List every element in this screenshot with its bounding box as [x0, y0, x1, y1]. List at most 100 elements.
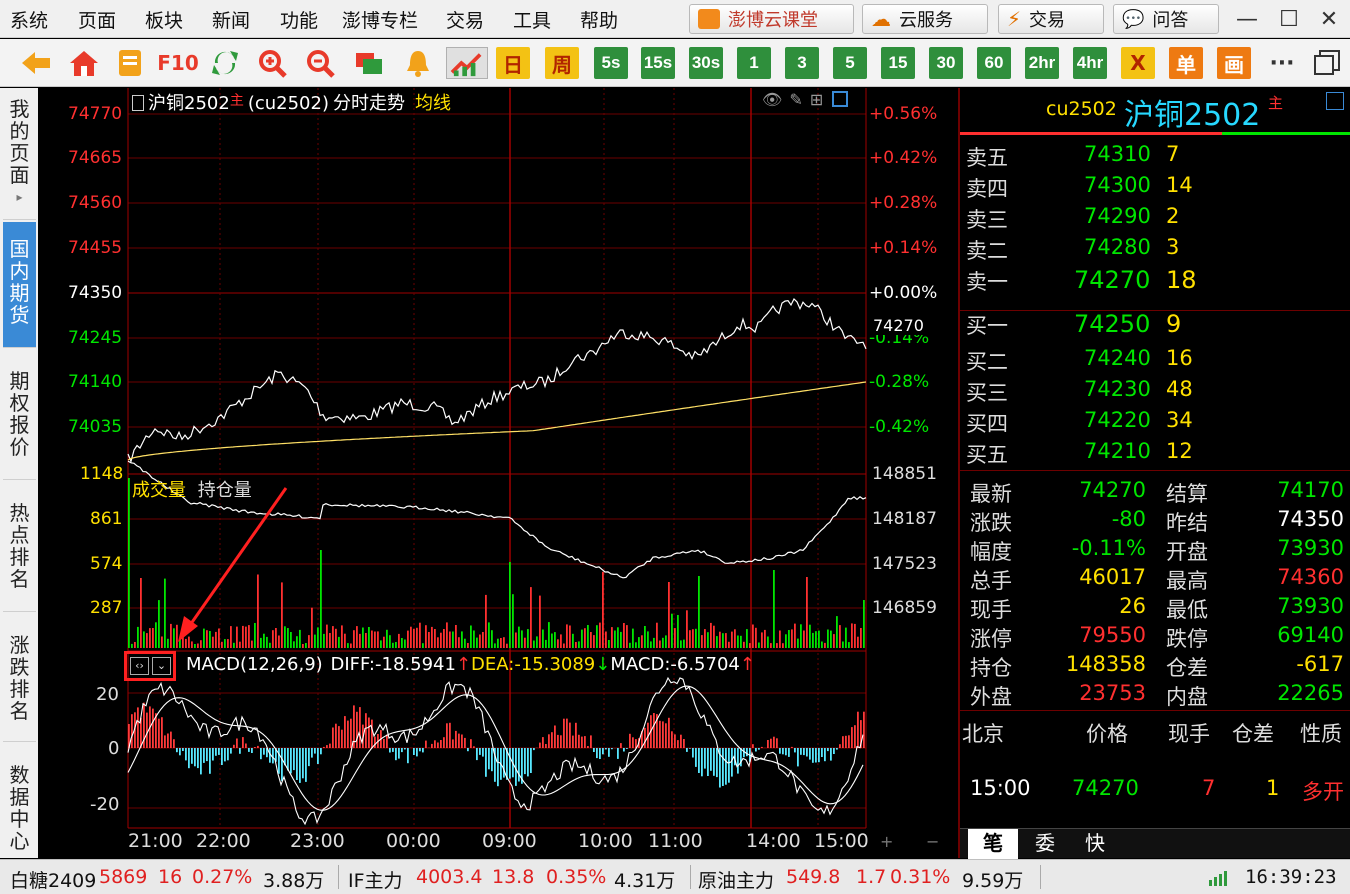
- layout-icon[interactable]: [832, 91, 849, 107]
- price-label: 74140: [68, 372, 123, 392]
- volume-bar: [377, 631, 379, 648]
- period-15-button[interactable]: 15: [881, 47, 915, 79]
- bid-row[interactable]: 买四 74220 34: [960, 408, 1350, 438]
- volume-bar: [593, 635, 595, 648]
- sidebar-tab-domestic-futures[interactable]: 国内期货: [3, 222, 36, 348]
- grid-icon[interactable]: ⊞: [809, 90, 824, 109]
- chevron-down-icon[interactable]: ⌄: [152, 657, 171, 675]
- minimize-icon[interactable]: —: [1236, 6, 1258, 32]
- x-button[interactable]: X: [1121, 47, 1155, 79]
- volume-bar: [401, 638, 403, 648]
- single-button[interactable]: 单: [1169, 47, 1203, 79]
- windows-icon[interactable]: [352, 47, 386, 79]
- tab-trades[interactable]: 笔: [968, 829, 1018, 859]
- bid-row[interactable]: 买三 74230 48: [960, 377, 1350, 407]
- ask-row[interactable]: 卖三 74290 2: [960, 204, 1350, 234]
- back-arrow-icon[interactable]: [18, 47, 54, 79]
- panel-toggle-icon[interactable]: [132, 95, 144, 111]
- more-button[interactable]: ···: [1269, 50, 1295, 76]
- cloud-button[interactable]: ☁ 云服务: [862, 4, 988, 34]
- ticker-name[interactable]: IF主力: [348, 870, 403, 892]
- zoom-out-icon[interactable]: [303, 47, 337, 79]
- macd-bar: [665, 723, 667, 748]
- quote-expand-icon[interactable]: [1326, 92, 1344, 110]
- refresh-icon[interactable]: [208, 47, 242, 79]
- period-day-button[interactable]: 日: [496, 47, 530, 79]
- period-5s-button[interactable]: 5s: [594, 47, 628, 79]
- home-icon[interactable]: [66, 47, 102, 79]
- volume-bar: [341, 625, 343, 648]
- period-1-button[interactable]: 1: [737, 47, 771, 79]
- menu-sector[interactable]: 板块: [145, 10, 184, 32]
- macd-bar: [200, 748, 202, 775]
- zoom-plus-button[interactable]: +: [880, 832, 894, 851]
- zoom-minus-button[interactable]: −: [926, 832, 940, 851]
- switch-indicator-icon[interactable]: ‹›: [130, 657, 149, 675]
- class-button[interactable]: 澎博云课堂: [689, 4, 854, 34]
- macd-bar: [215, 748, 217, 756]
- bid-row[interactable]: 买二 74240 16: [960, 346, 1350, 376]
- menu-help[interactable]: 帮助: [580, 10, 619, 32]
- sidebar-tab-hot-rank[interactable]: 热点排名: [3, 482, 36, 612]
- chart-area[interactable]: 沪铜2502主 (cu2502) 分时走势 均线 👁 ✎ ⊞ 74770 74665 74…: [38, 88, 958, 858]
- period-4hr-button[interactable]: 4hr: [1073, 47, 1107, 79]
- volume-bar: [560, 634, 562, 648]
- period-3-button[interactable]: 3: [785, 47, 819, 79]
- trade-button[interactable]: ⚡ 交易: [998, 4, 1104, 34]
- macd-bar: [596, 748, 598, 759]
- period-60-button[interactable]: 60: [977, 47, 1011, 79]
- period-5-button[interactable]: 5: [833, 47, 867, 79]
- volume-bar: [773, 570, 775, 648]
- macd-bar: [479, 748, 481, 755]
- period-30s-button[interactable]: 30s: [689, 47, 723, 79]
- pencil-icon[interactable]: ✎: [789, 90, 803, 109]
- tab-fast[interactable]: 快: [1085, 831, 1105, 855]
- notepad-icon[interactable]: [114, 47, 146, 79]
- sidebar-tab-my-page[interactable]: 我的页面 ▸: [3, 94, 36, 220]
- chart-icon[interactable]: [446, 47, 488, 79]
- restore-window-icon[interactable]: [1310, 47, 1344, 79]
- menu-news[interactable]: 新闻: [212, 10, 251, 32]
- period-week-button[interactable]: 周: [545, 47, 579, 79]
- bid-price: 74210: [1084, 439, 1151, 463]
- volume-bar: [155, 622, 157, 648]
- zoom-in-icon[interactable]: [255, 47, 289, 79]
- macd-bar: [575, 722, 577, 748]
- menu-tools[interactable]: 工具: [513, 10, 552, 32]
- bid-row[interactable]: 买五 74210 12: [960, 439, 1350, 469]
- close-icon[interactable]: ✕: [1319, 6, 1339, 32]
- bid-row[interactable]: 买一 74250 9: [960, 310, 1350, 340]
- ask-row[interactable]: 卖五 74310 7: [960, 142, 1350, 172]
- menu-system[interactable]: 系统: [10, 10, 49, 32]
- sidebar-tab-options[interactable]: 期权报价: [3, 350, 36, 480]
- ticker-name[interactable]: 白糖2409: [10, 870, 97, 892]
- sidebar-tab-data-center[interactable]: 数据中心: [3, 744, 36, 856]
- tab-orders[interactable]: 委: [1035, 831, 1055, 855]
- ask-row[interactable]: 卖二 74280 3: [960, 235, 1350, 265]
- qa-button[interactable]: 💬 问答: [1113, 4, 1219, 34]
- draw-button[interactable]: 画: [1217, 47, 1251, 79]
- menu-function[interactable]: 功能: [280, 10, 319, 32]
- ticker-name[interactable]: 原油主力: [698, 870, 775, 892]
- eye-icon[interactable]: 👁: [762, 90, 783, 109]
- period-2hr-button[interactable]: 2hr: [1025, 47, 1059, 79]
- sidebar-tab-change-rank[interactable]: 涨跌排名: [3, 614, 36, 742]
- ask-row[interactable]: 卖四 74300 14: [960, 173, 1350, 203]
- macd-bar: [443, 737, 445, 748]
- period-15s-button[interactable]: 15s: [641, 47, 675, 79]
- period-30-button[interactable]: 30: [929, 47, 963, 79]
- open-interest-label: 148187: [872, 509, 937, 529]
- alarm-bell-icon[interactable]: [401, 47, 435, 79]
- volume-bar: [299, 629, 301, 648]
- ask-row[interactable]: 卖一 74270 18: [960, 266, 1350, 296]
- menu-column[interactable]: 澎博专栏: [342, 10, 419, 32]
- f10-button[interactable]: F10: [157, 51, 199, 75]
- maximize-icon[interactable]: ☐: [1279, 6, 1299, 32]
- macd-bar: [416, 748, 418, 757]
- macd-bar: [473, 746, 475, 748]
- menu-page[interactable]: 页面: [78, 10, 117, 32]
- volume-bar: [596, 625, 598, 648]
- menu-trade[interactable]: 交易: [446, 10, 485, 32]
- indicator-switch-highlight: ‹› ⌄: [124, 651, 176, 681]
- macd-bar: [206, 748, 208, 762]
